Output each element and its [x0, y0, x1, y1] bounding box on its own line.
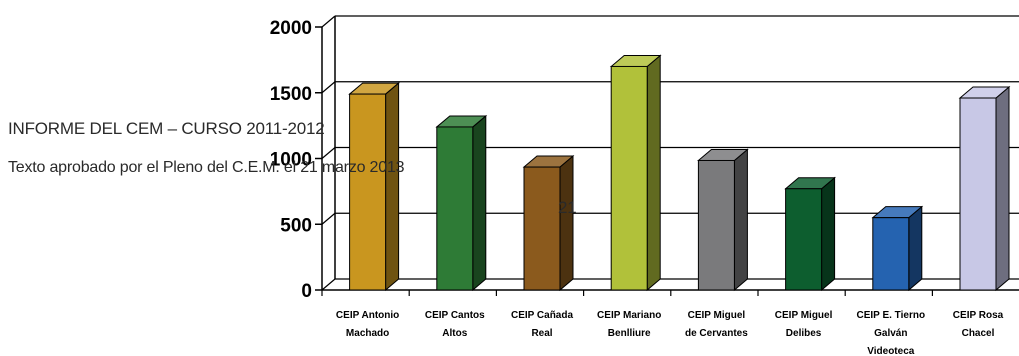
y-tick-label: 1000 [270, 150, 312, 171]
bar-front [523, 166, 561, 291]
x-tick-label: CEIP Cañada Real [511, 310, 573, 339]
bar-side [385, 81, 400, 292]
x-tick-label: CEIP Rosa Chacel [953, 310, 1004, 339]
bar-front [436, 126, 474, 291]
y-tick-labels: 0 500 1000 1500 2000 [270, 18, 312, 302]
gridline-connector [321, 147, 336, 159]
bar-side [733, 148, 748, 292]
y-tick-label: 0 [301, 281, 312, 302]
x-tick-label: CEIP Miguel Delibes [775, 310, 833, 339]
bar-side [472, 114, 487, 292]
x-tick-label: CEIP Cantos Altos [425, 310, 485, 339]
bar [435, 114, 488, 292]
bar-front [610, 65, 648, 291]
bar-side [908, 205, 923, 292]
bar-front [959, 97, 997, 291]
y-tick-label: 1500 [270, 84, 312, 105]
bar-front [785, 188, 823, 291]
bar-side [559, 154, 574, 292]
bar-front [697, 159, 735, 291]
header-title: INFORME DEL CEM – CURSO 2011-2012 [8, 119, 325, 138]
header-subtitle: Texto aprobado por el Pleno del C.E.M. e… [8, 159, 405, 176]
x-tick-label: CEIP Mariano Benlliure [597, 310, 661, 339]
bar [958, 85, 1011, 292]
bar [697, 148, 749, 292]
bar [784, 176, 836, 292]
page-number: 21 [558, 198, 577, 217]
bar-side [821, 176, 836, 292]
bar [348, 81, 400, 292]
chart-bars [348, 54, 1011, 292]
bar-side [995, 85, 1010, 292]
bar [609, 54, 662, 292]
x-tick-label: CEIP E. Tierno Galván Videoteca [857, 310, 926, 356]
y-tick-label: 500 [280, 215, 312, 236]
bar [522, 154, 575, 292]
gridline-connector [321, 15, 336, 28]
gridline-connector [321, 212, 336, 225]
bar [871, 205, 924, 292]
x-tick-label: CEIP Antonio Machado [336, 310, 399, 339]
x-category-labels: CEIP Antonio Machado CEIP Cantos Altos CEIP … [336, 310, 1004, 356]
x-tick-label: CEIP Miguel de Cervantes [685, 310, 748, 339]
gridline-connector [321, 81, 336, 94]
gridline-connector [321, 278, 336, 291]
bar-front [872, 217, 910, 291]
y-tick-label: 2000 [270, 18, 312, 39]
bar-front [349, 93, 387, 291]
bar-side [646, 54, 661, 292]
